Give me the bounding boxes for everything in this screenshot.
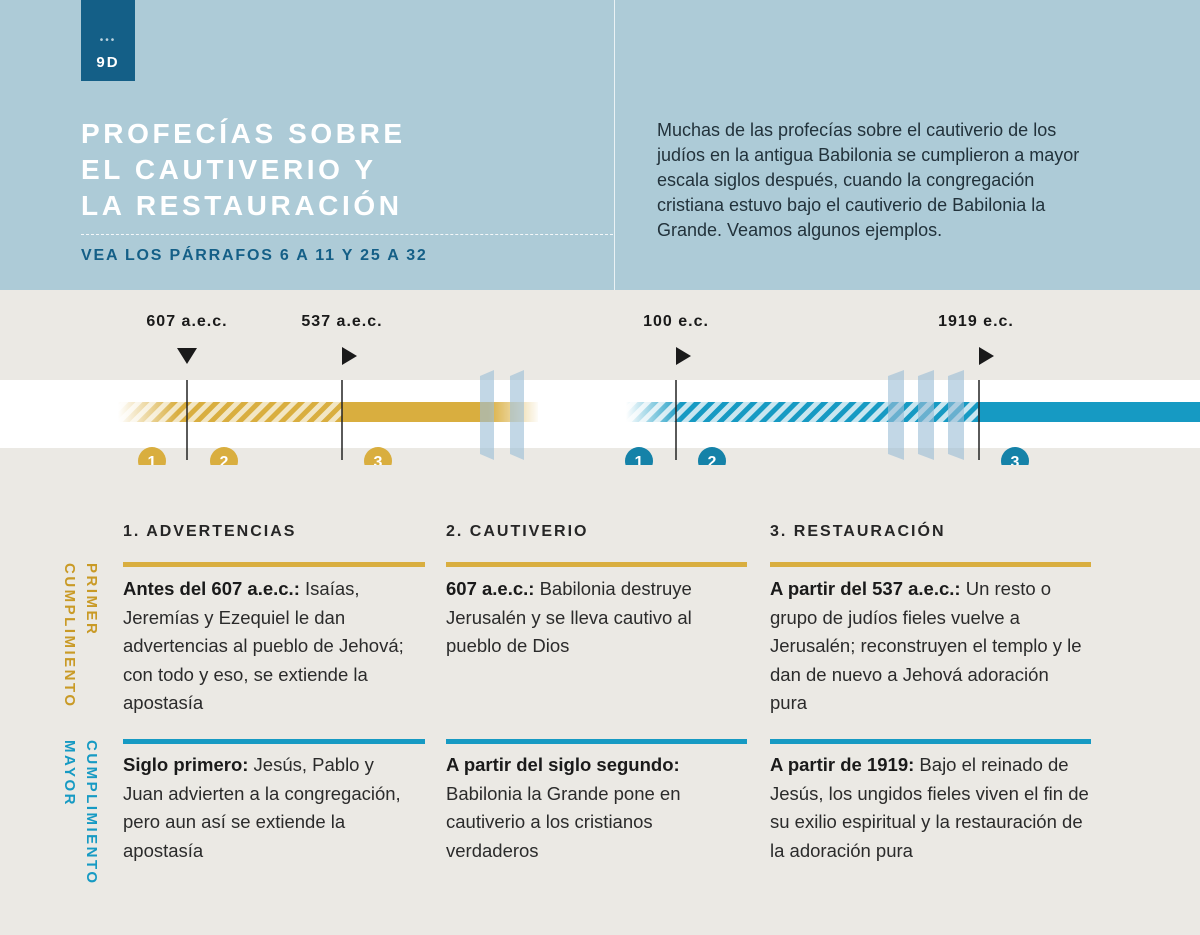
time-break-blue [888,370,964,460]
cell-lead: A partir del siglo segundo: [446,754,680,775]
marker-gold-1-label: 1 [148,454,157,465]
cell-text: Babilonia destruye Jerusalén y se lleva … [446,578,692,656]
cell-lead: A partir del 537 a.e.c.: [770,578,961,599]
section-tag: ••• 9D [81,0,135,81]
side-label-mayor: MAYOR [61,740,78,807]
title-line-2: EL CAUTIVERIO Y [81,154,377,185]
cell-text: Bajo el reinado de Jesús, los ungidos fi… [770,754,1089,861]
row-divider-primer [446,562,747,567]
cell-primer-advertencias: Antes del 607 a.e.c.: Isaías, Jeremías y… [123,575,413,718]
date-label-100: 100 e.c. [643,313,709,330]
arrow-right-icon [342,347,357,365]
title-divider [81,234,613,235]
marker-gold-3-label: 3 [374,454,383,465]
cell-mayor-cautiverio: A partir del siglo segundo: Babilonia la… [446,751,736,865]
cell-mayor-restauracion: A partir de 1919: Bajo el reinado de Jes… [770,751,1092,865]
heading-cautiverio: 2. CAUTIVERIO [446,523,589,540]
blue-track-fade-in [626,398,682,426]
title-line-3: LA RESTAURACIÓN [81,190,403,221]
cell-text: Isaías, Jeremías y Ezequiel le dan adver… [123,578,404,713]
date-label-607: 607 a.e.c. [146,313,227,330]
cell-mayor-advertencias: Siglo primero: Jesús, Pablo y Juan advie… [123,751,413,865]
row-divider-primer [770,562,1091,567]
row-divider-primer [123,562,425,567]
tag-dots-icon: ••• [99,35,117,46]
side-label-cumplimiento-1: CUMPLIMIENTO [61,563,78,709]
marker-gold-3 [364,447,392,465]
marker-blue-2-label: 2 [708,454,717,465]
row-divider-mayor [770,739,1091,744]
cell-text: Un resto o grupo de judíos fieles vuelve… [770,578,1082,713]
marker-gold-1 [138,447,166,465]
cell-primer-restauracion: A partir del 537 a.e.c.: Un resto o grup… [770,575,1090,718]
cell-lead: Siglo primero: [123,754,249,775]
date-label-537: 537 a.e.c. [301,313,382,330]
heading-advertencias: 1. ADVERTENCIAS [123,523,297,540]
cell-primer-cautiverio: 607 a.e.c.: Babilonia destruye Jerusalén… [446,575,706,661]
cell-lead: 607 a.e.c.: [446,578,535,599]
cell-text: Jesús, Pablo y Juan advierten a la congr… [123,754,401,861]
cell-lead: Antes del 607 a.e.c.: [123,578,300,599]
marker-blue-1-label: 1 [635,454,644,465]
intro-text: Muchas de las profecías sobre el cautive… [657,120,1080,240]
arrow-right-icon [979,347,994,365]
arrow-down-icon [177,348,197,364]
blue-track-solid [978,402,1200,422]
header-panel [0,0,1200,290]
marker-gold-2 [210,447,238,465]
header-divider [614,0,615,290]
date-label-1919: 1919 e.c. [938,313,1014,330]
page-subtitle: VEA LOS PÁRRAFOS 6 A 11 Y 25 A 32 [81,247,428,264]
gold-track-fade-in [118,398,178,426]
side-label-primer-cumplimiento: PRIMER CUMPLIMIENTO [58,563,102,709]
arrow-right-icon [676,347,691,365]
title-line-1: PROFECÍAS SOBRE [81,118,406,149]
side-label-cumplimiento-mayor: CUMPLIMIENTO MAYOR [58,740,102,886]
cell-lead: A partir de 1919: [770,754,915,775]
row-divider-mayor [446,739,747,744]
marker-blue-1 [625,447,653,465]
time-break-gold [480,370,524,460]
side-label-primer: PRIMER [83,563,100,637]
marker-blue-2 [698,447,726,465]
page-title: PROFECÍAS SOBRE EL CAUTIVERIO Y LA RESTA… [81,116,406,224]
row-divider-mayor [123,739,425,744]
cell-text: Babilonia la Grande pone en cautiverio a… [446,782,681,861]
marker-blue-3-label: 3 [1011,454,1020,465]
timeline-diagram: 607 a.e.c. 537 a.e.c. 100 e.c. 1919 e.c.… [0,313,1200,465]
side-label-cumplimiento-2: CUMPLIMIENTO [83,740,100,886]
heading-restauracion: 3. RESTAURACIÓN [770,523,946,540]
marker-blue-3 [1001,447,1029,465]
tag-label: 9D [96,54,120,71]
marker-gold-2-label: 2 [220,454,229,465]
